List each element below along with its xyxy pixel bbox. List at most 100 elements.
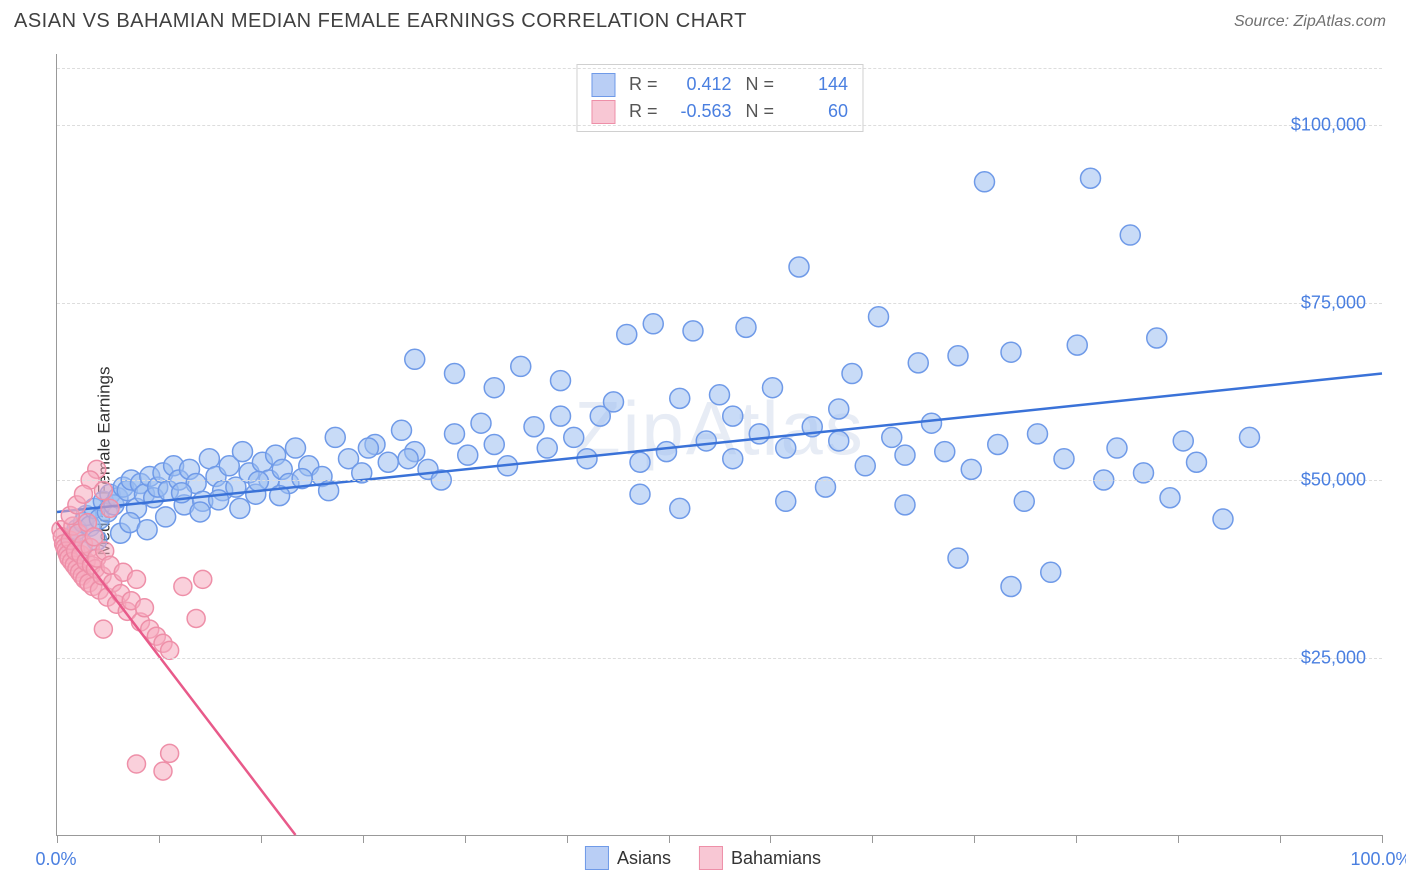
data-point xyxy=(484,378,504,398)
data-point xyxy=(657,442,677,462)
n-value: 144 xyxy=(788,71,848,98)
x-tick-label: 0.0% xyxy=(35,849,76,870)
source-prefix: Source: xyxy=(1234,13,1294,30)
n-label: N = xyxy=(746,98,775,125)
data-point xyxy=(537,438,557,458)
x-tick xyxy=(1178,835,1179,843)
x-tick xyxy=(974,835,975,843)
legend-swatch xyxy=(585,846,609,870)
y-tick-label: $50,000 xyxy=(1301,470,1366,491)
gridline xyxy=(57,658,1382,659)
data-point xyxy=(286,438,306,458)
n-label: N = xyxy=(746,71,775,98)
legend-item: Bahamians xyxy=(699,846,821,870)
series-swatch xyxy=(591,100,615,124)
data-point xyxy=(230,498,250,518)
gridline xyxy=(57,480,1382,481)
scatter-svg xyxy=(57,54,1382,835)
data-point xyxy=(1107,438,1127,458)
legend: Asians Bahamians xyxy=(585,846,821,870)
data-point xyxy=(670,388,690,408)
n-value: 60 xyxy=(788,98,848,125)
legend-item: Asians xyxy=(585,846,671,870)
data-point xyxy=(209,490,229,510)
stats-box: R =0.412N =144R =-0.563N =60 xyxy=(576,64,863,132)
data-point xyxy=(736,317,756,337)
stats-row: R = 0.412 N = 144 xyxy=(591,71,848,98)
data-point xyxy=(922,413,942,433)
x-tick xyxy=(363,835,364,843)
gridline xyxy=(57,303,1382,304)
legend-label: Asians xyxy=(617,848,671,869)
data-point xyxy=(471,413,491,433)
trend-line xyxy=(57,523,296,835)
data-point xyxy=(763,378,783,398)
data-point xyxy=(445,364,465,384)
legend-swatch xyxy=(699,846,723,870)
data-point xyxy=(882,427,902,447)
data-point xyxy=(128,755,146,773)
gridline xyxy=(57,68,1382,69)
data-point xyxy=(392,420,412,440)
r-label: R = xyxy=(629,71,658,98)
x-tick-label: 100.0% xyxy=(1350,849,1406,870)
data-point xyxy=(445,424,465,444)
data-point xyxy=(458,445,478,465)
data-point xyxy=(524,417,544,437)
data-point xyxy=(564,427,584,447)
r-value: 0.412 xyxy=(672,71,732,98)
data-point xyxy=(961,459,981,479)
data-point xyxy=(710,385,730,405)
plot-area: ZipAtlas R =0.412N =144R =-0.563N =60 $2… xyxy=(56,54,1382,836)
data-point xyxy=(842,364,862,384)
data-point xyxy=(194,570,212,588)
series-swatch xyxy=(591,73,615,97)
data-point xyxy=(484,435,504,455)
stats-row: R =-0.563N =60 xyxy=(591,98,848,125)
data-point xyxy=(577,449,597,469)
data-point xyxy=(1041,562,1061,582)
data-point xyxy=(551,406,571,426)
data-point xyxy=(1028,424,1048,444)
legend-label: Bahamians xyxy=(731,848,821,869)
data-point xyxy=(776,491,796,511)
data-point xyxy=(935,442,955,462)
data-point xyxy=(948,346,968,366)
data-point xyxy=(398,449,418,469)
x-tick xyxy=(567,835,568,843)
data-point xyxy=(617,324,637,344)
data-point xyxy=(551,371,571,391)
data-point xyxy=(135,599,153,617)
data-point xyxy=(895,495,915,515)
data-point xyxy=(1001,342,1021,362)
data-point xyxy=(789,257,809,277)
x-tick xyxy=(465,835,466,843)
data-point xyxy=(511,356,531,376)
data-point xyxy=(233,442,253,462)
y-tick-label: $75,000 xyxy=(1301,292,1366,313)
data-point xyxy=(630,452,650,472)
data-point xyxy=(776,438,796,458)
x-tick xyxy=(669,835,670,843)
data-point xyxy=(75,485,93,503)
data-point xyxy=(908,353,928,373)
data-point xyxy=(1173,431,1193,451)
x-tick xyxy=(770,835,771,843)
x-tick xyxy=(261,835,262,843)
data-point xyxy=(749,424,769,444)
x-tick xyxy=(1076,835,1077,843)
source-name: ZipAtlas.com xyxy=(1294,13,1386,30)
data-point xyxy=(869,307,889,327)
data-point xyxy=(948,548,968,568)
x-tick xyxy=(1382,835,1383,843)
data-point xyxy=(988,435,1008,455)
data-point xyxy=(1001,577,1021,597)
data-point xyxy=(975,172,995,192)
data-point xyxy=(643,314,663,334)
data-point xyxy=(94,482,112,500)
data-point xyxy=(378,452,398,472)
data-point xyxy=(156,507,176,527)
data-point xyxy=(1160,488,1180,508)
data-point xyxy=(161,744,179,762)
data-point xyxy=(101,499,119,517)
